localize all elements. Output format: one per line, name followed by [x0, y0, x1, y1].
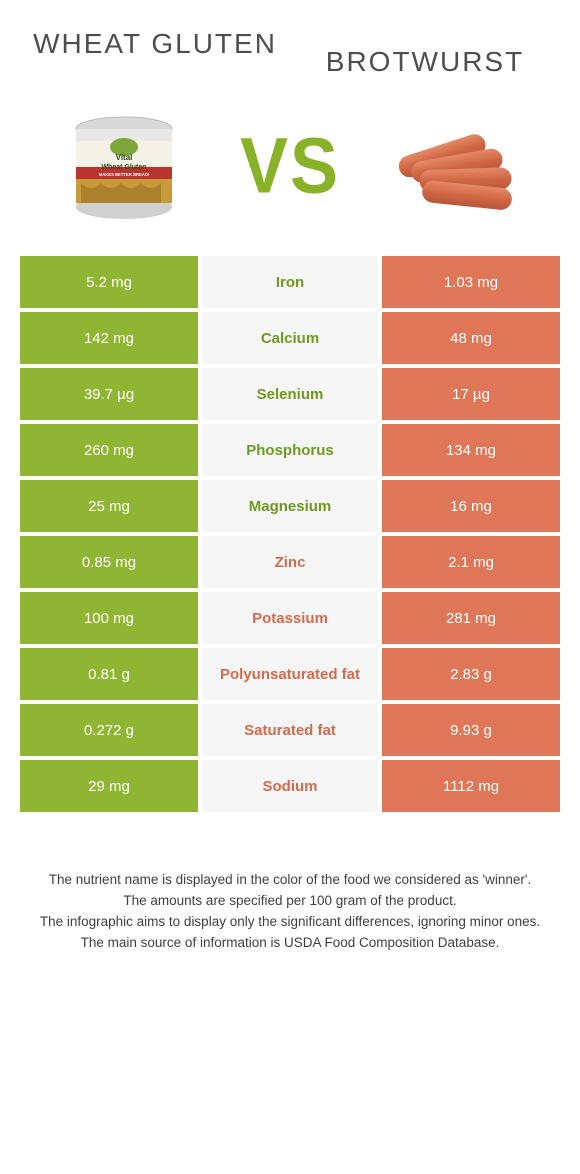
- right-value-cell: 17 µg: [382, 368, 560, 420]
- nutrient-label-cell: Calcium: [202, 312, 378, 364]
- left-value-cell: 100 mg: [20, 592, 198, 644]
- nutrient-label-cell: Potassium: [202, 592, 378, 644]
- table-row: 0.85 mgZinc2.1 mg: [20, 536, 560, 588]
- product-right-image: [352, 96, 560, 236]
- product-right-title: Brotwurst: [290, 24, 560, 78]
- header: Wheat gluten Brotwurst: [20, 24, 560, 78]
- nutrient-label-cell: Sodium: [202, 760, 378, 812]
- footer-line-3: The infographic aims to display only the…: [28, 912, 552, 933]
- nutrient-label-cell: Saturated fat: [202, 704, 378, 756]
- nutrient-label-cell: Selenium: [202, 368, 378, 420]
- infographic-container: Wheat gluten Brotwurst Vital Wheat Glute…: [0, 0, 580, 970]
- wheat-gluten-icon: Vital Wheat Gluten MAKES BETTER BREAD!: [59, 101, 189, 231]
- hero-row: Vital Wheat Gluten MAKES BETTER BREAD! V…: [20, 96, 560, 236]
- table-row: 0.272 gSaturated fat9.93 g: [20, 704, 560, 756]
- left-value-cell: 29 mg: [20, 760, 198, 812]
- nutrient-label-cell: Iron: [202, 256, 378, 308]
- left-value-cell: 25 mg: [20, 480, 198, 532]
- product-left-title: Wheat gluten: [20, 24, 290, 60]
- left-value-cell: 0.272 g: [20, 704, 198, 756]
- footer-line-4: The main source of information is USDA F…: [28, 933, 552, 954]
- table-row: 0.81 gPolyunsaturated fat2.83 g: [20, 648, 560, 700]
- brotwurst-icon: [381, 101, 531, 231]
- right-value-cell: 2.1 mg: [382, 536, 560, 588]
- svg-text:MAKES BETTER BREAD!: MAKES BETTER BREAD!: [99, 172, 149, 177]
- left-value-cell: 5.2 mg: [20, 256, 198, 308]
- svg-text:Wheat Gluten: Wheat Gluten: [101, 164, 146, 171]
- left-value-cell: 260 mg: [20, 424, 198, 476]
- nutrient-label-cell: Phosphorus: [202, 424, 378, 476]
- table-row: 142 mgCalcium48 mg: [20, 312, 560, 364]
- nutrient-label-cell: Magnesium: [202, 480, 378, 532]
- right-value-cell: 1.03 mg: [382, 256, 560, 308]
- table-row: 100 mgPotassium281 mg: [20, 592, 560, 644]
- footer-notes: The nutrient name is displayed in the co…: [20, 870, 560, 954]
- nutrient-label-cell: Polyunsaturated fat: [202, 648, 378, 700]
- table-row: 5.2 mgIron1.03 mg: [20, 256, 560, 308]
- left-value-cell: 142 mg: [20, 312, 198, 364]
- table-row: 29 mgSodium1112 mg: [20, 760, 560, 812]
- right-value-cell: 9.93 g: [382, 704, 560, 756]
- table-row: 39.7 µgSelenium17 µg: [20, 368, 560, 420]
- right-value-cell: 48 mg: [382, 312, 560, 364]
- right-value-cell: 281 mg: [382, 592, 560, 644]
- table-row: 260 mgPhosphorus134 mg: [20, 424, 560, 476]
- svg-text:Vital: Vital: [116, 153, 133, 162]
- right-value-cell: 1112 mg: [382, 760, 560, 812]
- left-value-cell: 0.81 g: [20, 648, 198, 700]
- table-row: 25 mgMagnesium16 mg: [20, 480, 560, 532]
- nutrient-label-cell: Zinc: [202, 536, 378, 588]
- right-value-cell: 2.83 g: [382, 648, 560, 700]
- footer-line-2: The amounts are specified per 100 gram o…: [28, 891, 552, 912]
- comparison-table: 5.2 mgIron1.03 mg142 mgCalcium48 mg39.7 …: [20, 256, 560, 812]
- right-value-cell: 134 mg: [382, 424, 560, 476]
- vs-label: VS: [240, 121, 340, 211]
- product-left-image: Vital Wheat Gluten MAKES BETTER BREAD!: [20, 96, 228, 236]
- right-value-cell: 16 mg: [382, 480, 560, 532]
- footer-line-1: The nutrient name is displayed in the co…: [28, 870, 552, 891]
- left-value-cell: 39.7 µg: [20, 368, 198, 420]
- left-value-cell: 0.85 mg: [20, 536, 198, 588]
